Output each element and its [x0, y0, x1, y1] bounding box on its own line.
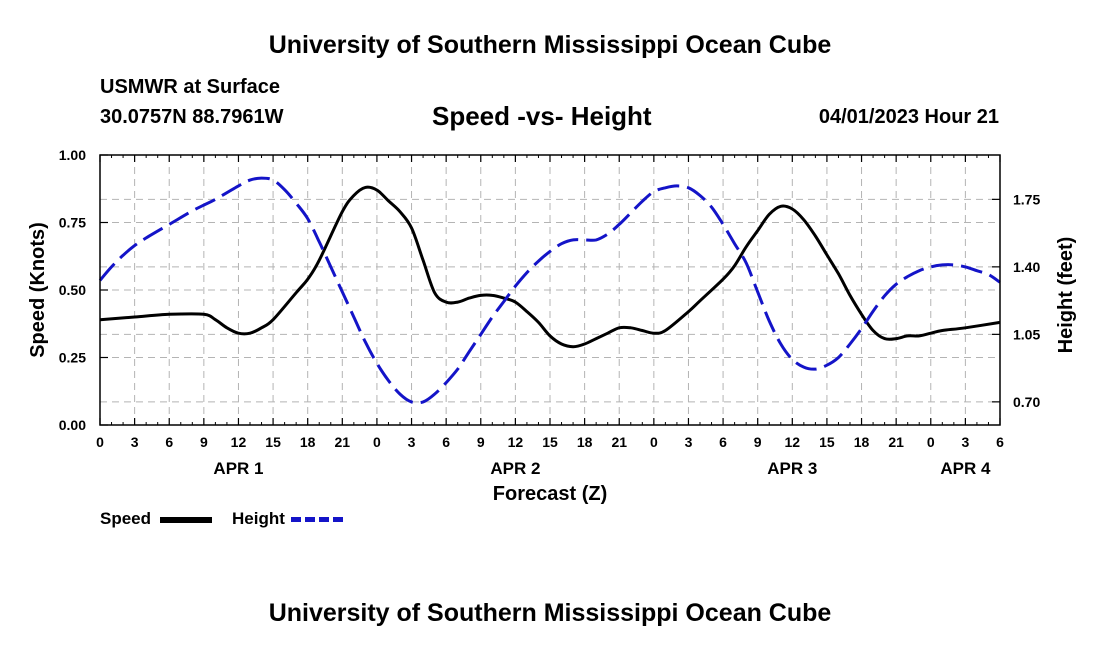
x-tick-label: 6 — [719, 434, 727, 450]
x-tick-label: 3 — [961, 434, 969, 450]
grid-lines — [100, 155, 1000, 425]
legend-speed-swatch — [160, 517, 212, 523]
x-tick-label: 3 — [131, 434, 139, 450]
y-right-tick-label: 1.05 — [1013, 326, 1040, 342]
y-left-axis-title: Speed (Knots) — [27, 222, 49, 358]
legend-height-label: Height — [232, 509, 285, 528]
x-tick-label: 6 — [442, 434, 450, 450]
x-tick-label: 9 — [754, 434, 762, 450]
y-left-tick-label: 0.00 — [59, 417, 86, 433]
station-label: USMWR at Surface — [100, 76, 281, 98]
x-tick-label: 18 — [854, 434, 870, 450]
x-tick-label: 12 — [508, 434, 524, 450]
day-label: APR 4 — [940, 459, 991, 478]
y-left-tick-label: 0.25 — [59, 350, 86, 366]
x-tick-label: 9 — [477, 434, 485, 450]
day-label: APR 3 — [767, 459, 817, 478]
y-right-axis-title: Height (feet) — [1055, 237, 1077, 354]
x-tick-label: 15 — [265, 434, 281, 450]
day-label: APR 2 — [490, 459, 540, 478]
x-tick-label: 21 — [888, 434, 904, 450]
x-tick-label: 0 — [650, 434, 658, 450]
coordinates-label: 30.0757N 88.7961W — [100, 106, 284, 128]
day-label: APR 1 — [213, 459, 263, 478]
x-tick-label: 15 — [542, 434, 558, 450]
axis-ticks — [99, 154, 1001, 426]
y-left-tick-label: 1.00 — [59, 147, 86, 163]
legend-speed-label: Speed — [100, 509, 152, 528]
y-right-tick-label: 1.40 — [1013, 259, 1040, 275]
chart-subtitle: Speed -vs- Height — [432, 101, 652, 131]
x-tick-label: 12 — [231, 434, 247, 450]
legend-height-swatch — [291, 517, 343, 522]
x-axis-title: Forecast (Z) — [493, 483, 607, 505]
series-line-height — [98, 176, 1001, 405]
series-line-speed — [99, 185, 1001, 349]
y-left-tick-label: 0.75 — [59, 215, 86, 231]
x-tick-label: 21 — [611, 434, 627, 450]
x-tick-label: 0 — [927, 434, 935, 450]
x-tick-label: 18 — [577, 434, 593, 450]
data-series — [98, 176, 1001, 405]
y-right-tick-label: 0.70 — [1013, 394, 1040, 410]
x-tick-label: 6 — [996, 434, 1004, 450]
x-tick-label: 0 — [96, 434, 104, 450]
x-tick-label: 0 — [373, 434, 381, 450]
y-left-tick-label: 0.50 — [59, 282, 86, 298]
footer-title: University of Southern Mississippi Ocean… — [268, 599, 832, 627]
x-tick-label: 3 — [685, 434, 693, 450]
axis-labels: 0 3 6 9 12 15 18 21 0 3 6 9 12 15 18 21 0 3 6 9 12 15 18 21 0 3 6 0… — [27, 147, 1077, 505]
x-tick-label: 3 — [408, 434, 416, 450]
forecast-datetime: 04/01/2023 Hour 21 — [818, 106, 999, 128]
x-tick-label: 21 — [335, 434, 351, 450]
y-right-tick-label: 1.75 — [1013, 191, 1040, 207]
x-tick-label: 6 — [165, 434, 173, 450]
x-tick-label: 9 — [200, 434, 208, 450]
x-tick-label: 15 — [819, 434, 835, 450]
main-title: University of Southern Mississippi Ocean… — [268, 31, 832, 59]
x-tick-label: 18 — [300, 434, 316, 450]
x-tick-label: 12 — [785, 434, 801, 450]
